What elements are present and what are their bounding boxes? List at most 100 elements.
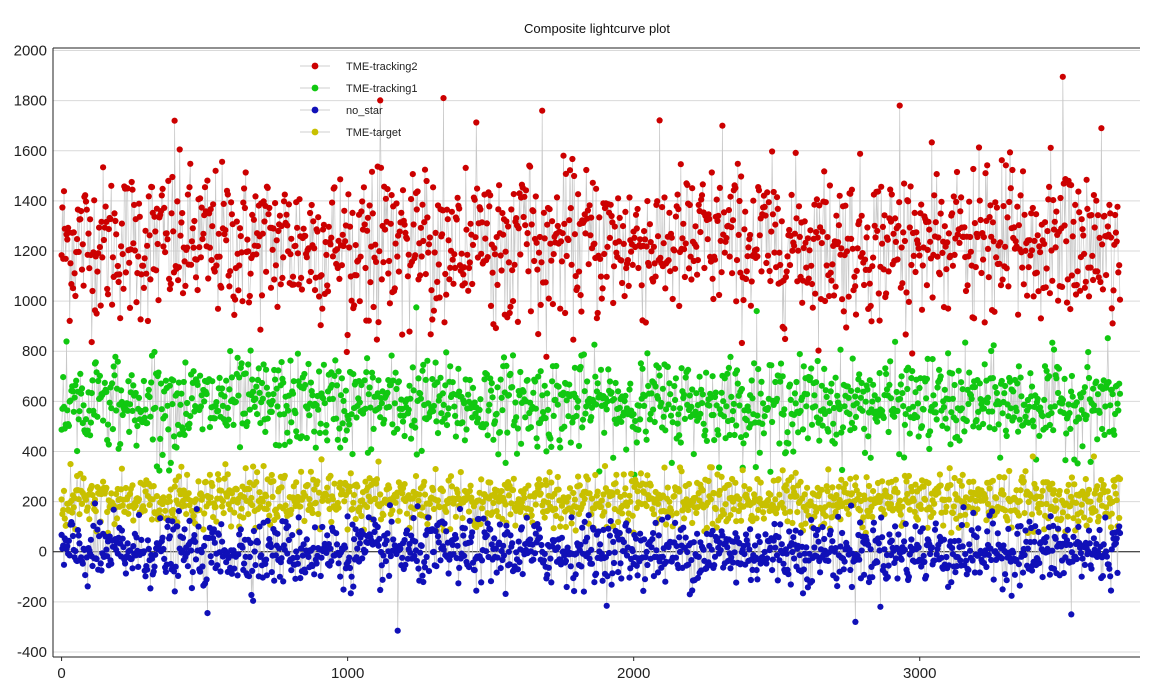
- data-point: [984, 399, 991, 406]
- data-point: [386, 300, 393, 307]
- data-point: [379, 388, 386, 395]
- data-point: [989, 408, 996, 415]
- data-point: [257, 326, 264, 333]
- data-point: [848, 502, 855, 509]
- data-point: [729, 217, 737, 224]
- data-point: [1002, 162, 1010, 169]
- data-point: [277, 281, 284, 288]
- data-point: [145, 545, 152, 553]
- data-point: [847, 566, 854, 574]
- data-point: [509, 352, 517, 359]
- data-point: [311, 287, 319, 294]
- data-point: [812, 403, 819, 410]
- data-point: [150, 568, 157, 575]
- data-point: [1045, 196, 1052, 203]
- data-point: [452, 412, 459, 419]
- data-point: [489, 394, 496, 401]
- data-point: [316, 293, 323, 300]
- data-point: [515, 538, 522, 545]
- data-point: [117, 315, 124, 322]
- data-point: [442, 270, 449, 278]
- data-point: [335, 368, 342, 375]
- data-point: [113, 515, 121, 522]
- data-point: [646, 221, 654, 228]
- data-point: [147, 276, 154, 283]
- data-point: [471, 567, 478, 574]
- data-point: [1052, 244, 1059, 251]
- data-point: [1014, 203, 1021, 210]
- data-point: [315, 214, 322, 221]
- data-point: [586, 202, 593, 209]
- data-point: [285, 523, 292, 530]
- data-point: [1062, 457, 1069, 464]
- data-point: [814, 234, 821, 241]
- data-point: [775, 534, 782, 541]
- data-point: [813, 508, 820, 515]
- data-point: [1109, 320, 1116, 327]
- data-point: [242, 169, 249, 176]
- data-point: [816, 437, 823, 444]
- data-point: [1024, 292, 1031, 299]
- data-point: [752, 464, 759, 471]
- data-point: [171, 483, 178, 490]
- data-point: [509, 384, 516, 391]
- data-point: [685, 480, 693, 488]
- data-point: [933, 171, 940, 178]
- data-point: [486, 203, 493, 210]
- data-point: [399, 418, 407, 425]
- data-point: [733, 257, 741, 264]
- data-point: [759, 420, 766, 427]
- data-point: [175, 264, 182, 271]
- data-point: [911, 508, 918, 515]
- data-point: [211, 268, 218, 275]
- data-point: [465, 391, 472, 398]
- data-point: [1007, 185, 1014, 192]
- data-point: [499, 407, 506, 414]
- data-point: [507, 370, 514, 377]
- data-point: [796, 351, 803, 358]
- data-point: [359, 555, 366, 562]
- data-point: [517, 368, 524, 376]
- data-point: [478, 579, 485, 586]
- data-point: [970, 165, 977, 173]
- data-point: [162, 568, 169, 576]
- data-point: [769, 211, 777, 218]
- data-point: [569, 155, 576, 163]
- data-point: [421, 219, 428, 226]
- data-point: [975, 144, 983, 151]
- data-point: [900, 229, 907, 236]
- data-point: [245, 510, 252, 518]
- data-point: [84, 583, 91, 590]
- data-point: [520, 388, 527, 395]
- data-point: [681, 273, 689, 281]
- data-point: [164, 402, 171, 409]
- data-point: [219, 503, 226, 510]
- data-point: [306, 278, 313, 285]
- data-point: [1048, 503, 1055, 510]
- data-point: [403, 235, 411, 242]
- data-point: [459, 515, 466, 522]
- data-point: [497, 376, 504, 383]
- data-point: [391, 400, 398, 407]
- series-TME-tracking2: [58, 73, 1124, 360]
- data-point: [1005, 283, 1012, 290]
- data-point: [294, 250, 301, 257]
- data-point: [1039, 487, 1046, 494]
- data-point: [1035, 288, 1042, 295]
- data-point: [195, 523, 202, 530]
- data-point: [270, 478, 277, 485]
- data-point: [1002, 243, 1009, 250]
- data-point: [785, 571, 792, 578]
- data-point: [278, 555, 285, 562]
- data-point: [455, 365, 462, 372]
- data-point: [548, 257, 555, 264]
- data-point: [234, 572, 241, 579]
- data-point: [340, 397, 347, 404]
- data-point: [109, 380, 116, 387]
- data-point: [833, 575, 840, 582]
- data-point: [79, 241, 86, 248]
- data-point: [953, 168, 961, 176]
- data-point: [329, 496, 336, 503]
- data-point: [980, 420, 987, 428]
- data-point: [487, 302, 495, 309]
